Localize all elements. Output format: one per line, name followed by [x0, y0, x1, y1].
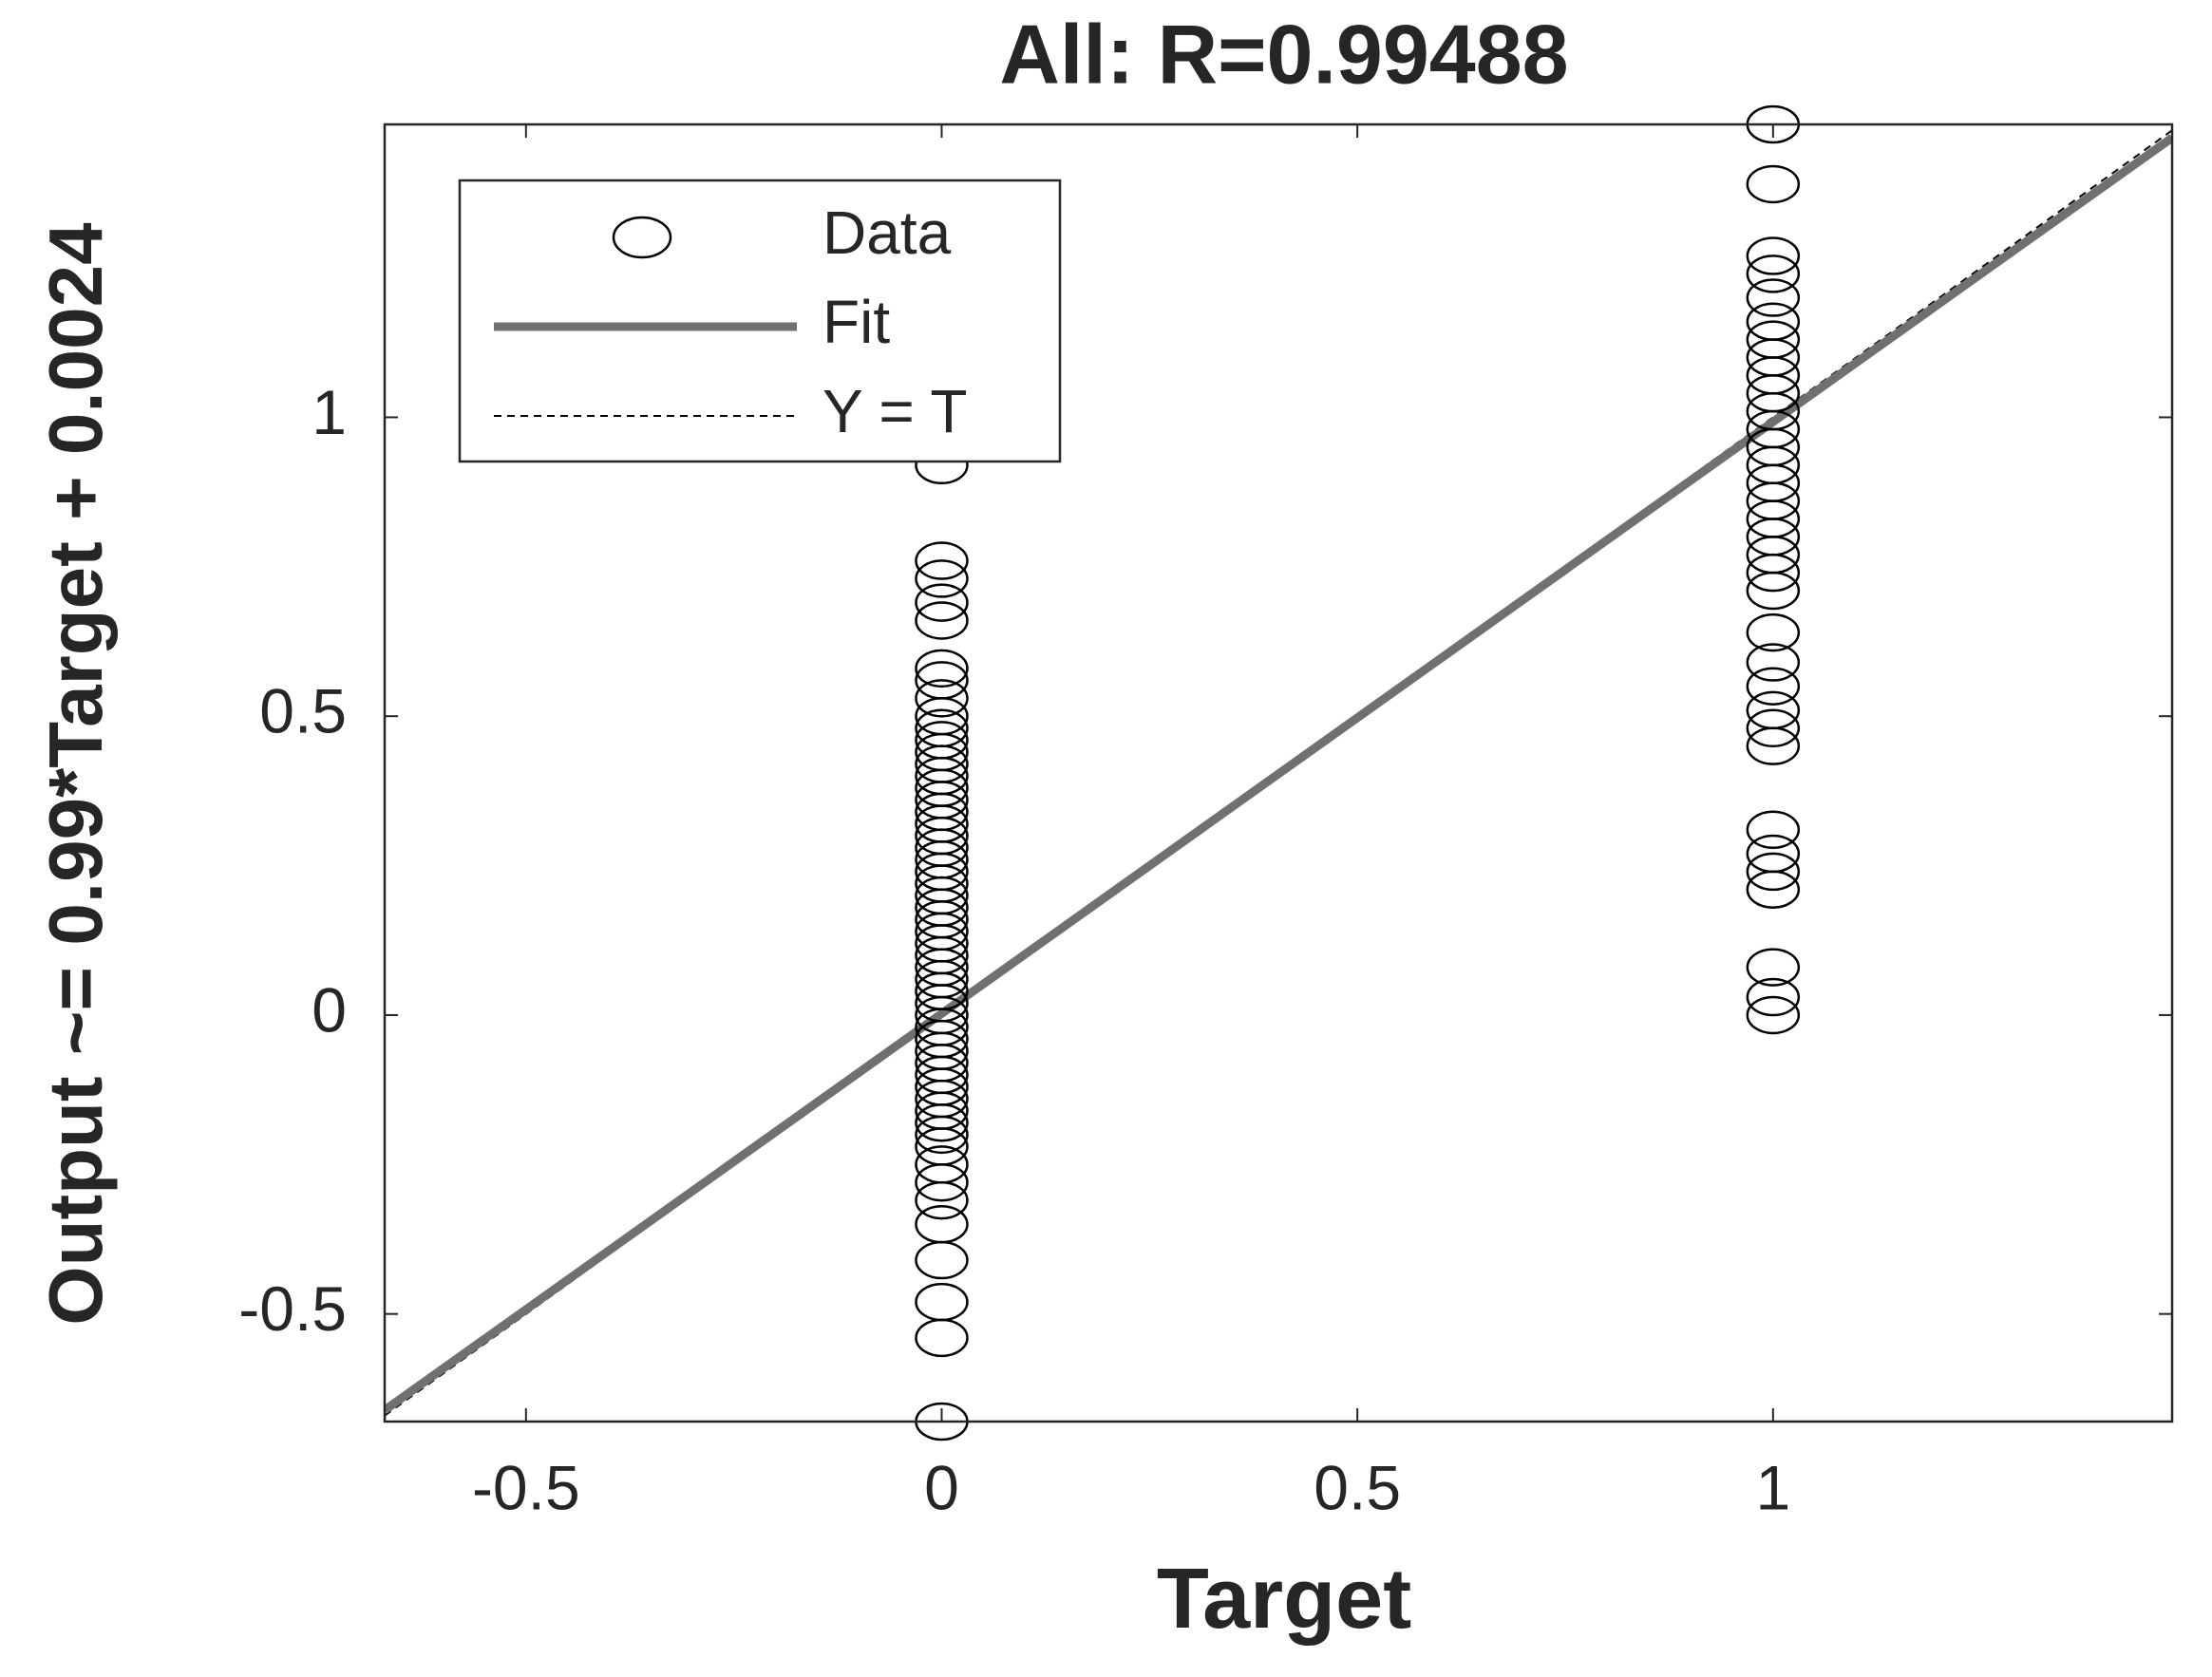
legend-box — [458, 179, 1062, 463]
data-point — [1746, 667, 1801, 706]
data-point — [915, 708, 969, 748]
data-point — [1746, 278, 1801, 317]
data-point — [1746, 254, 1801, 293]
data-point — [915, 541, 969, 580]
data-point — [1746, 977, 1801, 1017]
y-tick-label: 0 — [312, 974, 347, 1045]
x-tick-label: 1 — [1755, 1452, 1790, 1522]
data-point — [1746, 236, 1801, 275]
data-point — [1746, 690, 1801, 730]
x-tick-label: 0.5 — [1314, 1452, 1401, 1522]
line — [385, 134, 2172, 1414]
chart-title: All: R=0.99488 — [999, 7, 1568, 101]
data-point — [1746, 852, 1801, 892]
data-point — [915, 559, 969, 598]
data-point — [915, 1282, 969, 1322]
data-point — [915, 679, 969, 718]
y-tick-label: 0.5 — [259, 676, 347, 746]
data-point — [915, 721, 969, 760]
x-tick-label: 0 — [924, 1452, 959, 1522]
axes-box — [383, 122, 2174, 1423]
data-point — [1746, 834, 1801, 874]
data-point — [1746, 643, 1801, 682]
legend-marker — [612, 216, 672, 259]
legend-label: Data — [822, 198, 952, 267]
data-point — [915, 1145, 969, 1184]
data-point — [1746, 612, 1801, 652]
legend-label: Y = T — [822, 377, 967, 445]
data-point — [1746, 995, 1801, 1035]
data-point — [1746, 164, 1801, 204]
data-point — [1746, 948, 1801, 987]
x-tick-label: -0.5 — [472, 1452, 580, 1522]
data-point — [915, 583, 969, 622]
data-point — [1746, 810, 1801, 850]
data-point — [915, 661, 969, 700]
legend-label: Fit — [822, 288, 890, 356]
data-point — [915, 601, 969, 640]
x-axis-label: Target — [1157, 1552, 1411, 1647]
data-point — [1746, 302, 1801, 341]
data-point — [915, 1205, 969, 1244]
data-point — [1746, 320, 1801, 359]
data-point — [1746, 708, 1801, 748]
y-axis-label: Output ~= 0.99*Target + 0.0024 — [33, 222, 118, 1326]
data-point — [915, 649, 969, 688]
y-tick-label: 1 — [312, 377, 347, 447]
y-tick-label: -0.5 — [238, 1273, 347, 1344]
